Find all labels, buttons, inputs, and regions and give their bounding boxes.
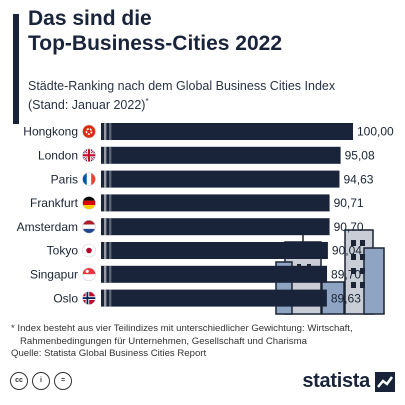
singapore-flag-icon-6 bbox=[82, 267, 96, 282]
cc-icon[interactable]: cc bbox=[10, 372, 28, 390]
bar-stripe-paris bbox=[104, 170, 107, 188]
bar-frankfurt bbox=[101, 194, 330, 212]
bar-stripe-2-tokyo bbox=[109, 242, 112, 259]
bar-tokyo bbox=[101, 242, 328, 259]
value-label-paris: 94,63 bbox=[343, 172, 373, 186]
equals-icon[interactable]: = bbox=[54, 372, 72, 390]
category-label-amsterdam: Amsterdam bbox=[17, 220, 78, 234]
brand[interactable]: statista bbox=[302, 370, 395, 393]
bar-london bbox=[101, 146, 341, 164]
license-icons: cc i = bbox=[10, 372, 72, 390]
bar-stripe-2-oslo bbox=[109, 289, 112, 307]
bar-stripe-2-paris bbox=[109, 170, 112, 188]
bar-oslo bbox=[101, 289, 327, 307]
brand-name: statista bbox=[302, 370, 370, 392]
category-label-oslo: Oslo bbox=[53, 291, 78, 305]
hongkong-flag-icon-0 bbox=[82, 124, 96, 139]
value-label-frankfurt: 90,71 bbox=[334, 196, 364, 210]
title-line-2: Top-Business-Cities 2022 bbox=[28, 32, 283, 55]
bar-series: Hongkong 100,00 London 95,08 Paris 94,63 Frank… bbox=[17, 123, 394, 307]
value-label-hongkong: 100,00 bbox=[357, 125, 394, 139]
page-subtitle: Städte-Ranking nach dem Global Business … bbox=[28, 78, 335, 113]
bar-stripe-tokyo bbox=[104, 242, 107, 259]
france-flag-icon-2 bbox=[82, 172, 96, 186]
bar-hongkong bbox=[101, 123, 353, 140]
bar-stripe-2-frankfurt bbox=[109, 194, 112, 212]
category-label-london: London bbox=[38, 149, 78, 163]
value-label-tokyo: 90,04 bbox=[332, 244, 362, 258]
subtitle-line-2: (Stand: Januar 2022) bbox=[28, 98, 146, 113]
value-label-oslo: 89,63 bbox=[331, 291, 361, 305]
footnote-line-2: Rahmenbedingungen für Unternehmen, Gesel… bbox=[20, 335, 307, 347]
title-line-1: Das sind die bbox=[28, 7, 152, 30]
subtitle-footnote-mark: * bbox=[145, 97, 149, 106]
value-label-london: 95,08 bbox=[345, 149, 375, 163]
bar-stripe-singapur bbox=[104, 265, 107, 283]
bar-stripe-hongkong bbox=[104, 123, 107, 140]
norway-flag-icon-7 bbox=[82, 291, 96, 305]
bar-stripe-2-london bbox=[109, 146, 112, 164]
category-label-hongkong: Hongkong bbox=[23, 125, 78, 139]
netherlands-flag-icon-4 bbox=[82, 219, 96, 234]
category-label-frankfurt: Frankfurt bbox=[30, 196, 79, 210]
bar-amsterdam bbox=[101, 218, 330, 236]
bar-stripe-frankfurt bbox=[104, 194, 107, 212]
bar-singapur bbox=[101, 265, 328, 283]
footnote: * Index besteht aus vier Teilindizes mit… bbox=[11, 323, 399, 348]
bar-stripe-2-amsterdam bbox=[109, 218, 112, 236]
bar-stripe-oslo bbox=[104, 289, 107, 307]
bar-stripe-london bbox=[104, 146, 107, 164]
subtitle-line-1: Städte-Ranking nach dem Global Business … bbox=[28, 79, 336, 93]
category-label-singapur: Singapur bbox=[30, 268, 78, 282]
category-label-tokyo: Tokyo bbox=[47, 244, 79, 258]
statista-logo-icon bbox=[375, 371, 395, 392]
source-note: Quelle: Statista Global Business Cities … bbox=[11, 348, 207, 359]
bar-stripe-2-singapur bbox=[109, 265, 112, 283]
bar-stripe-2-hongkong bbox=[109, 123, 112, 140]
value-label-amsterdam: 90,70 bbox=[334, 220, 364, 234]
value-label-singapur: 89,70 bbox=[331, 268, 361, 282]
uk-flag-icon-1 bbox=[82, 148, 96, 163]
germany-flag-icon-3 bbox=[82, 196, 96, 210]
footnote-line-1: * Index besteht aus vier Teilindizes mit… bbox=[11, 323, 353, 334]
bar-paris bbox=[101, 170, 340, 188]
bar-stripe-amsterdam bbox=[104, 218, 107, 236]
title-accent-bar bbox=[13, 14, 19, 124]
category-label-paris: Paris bbox=[51, 172, 78, 186]
japan-flag-icon-5 bbox=[82, 243, 96, 258]
by-icon[interactable]: i bbox=[32, 372, 50, 390]
page-title: Das sind die Top-Business-Cities 2022 bbox=[28, 6, 282, 56]
